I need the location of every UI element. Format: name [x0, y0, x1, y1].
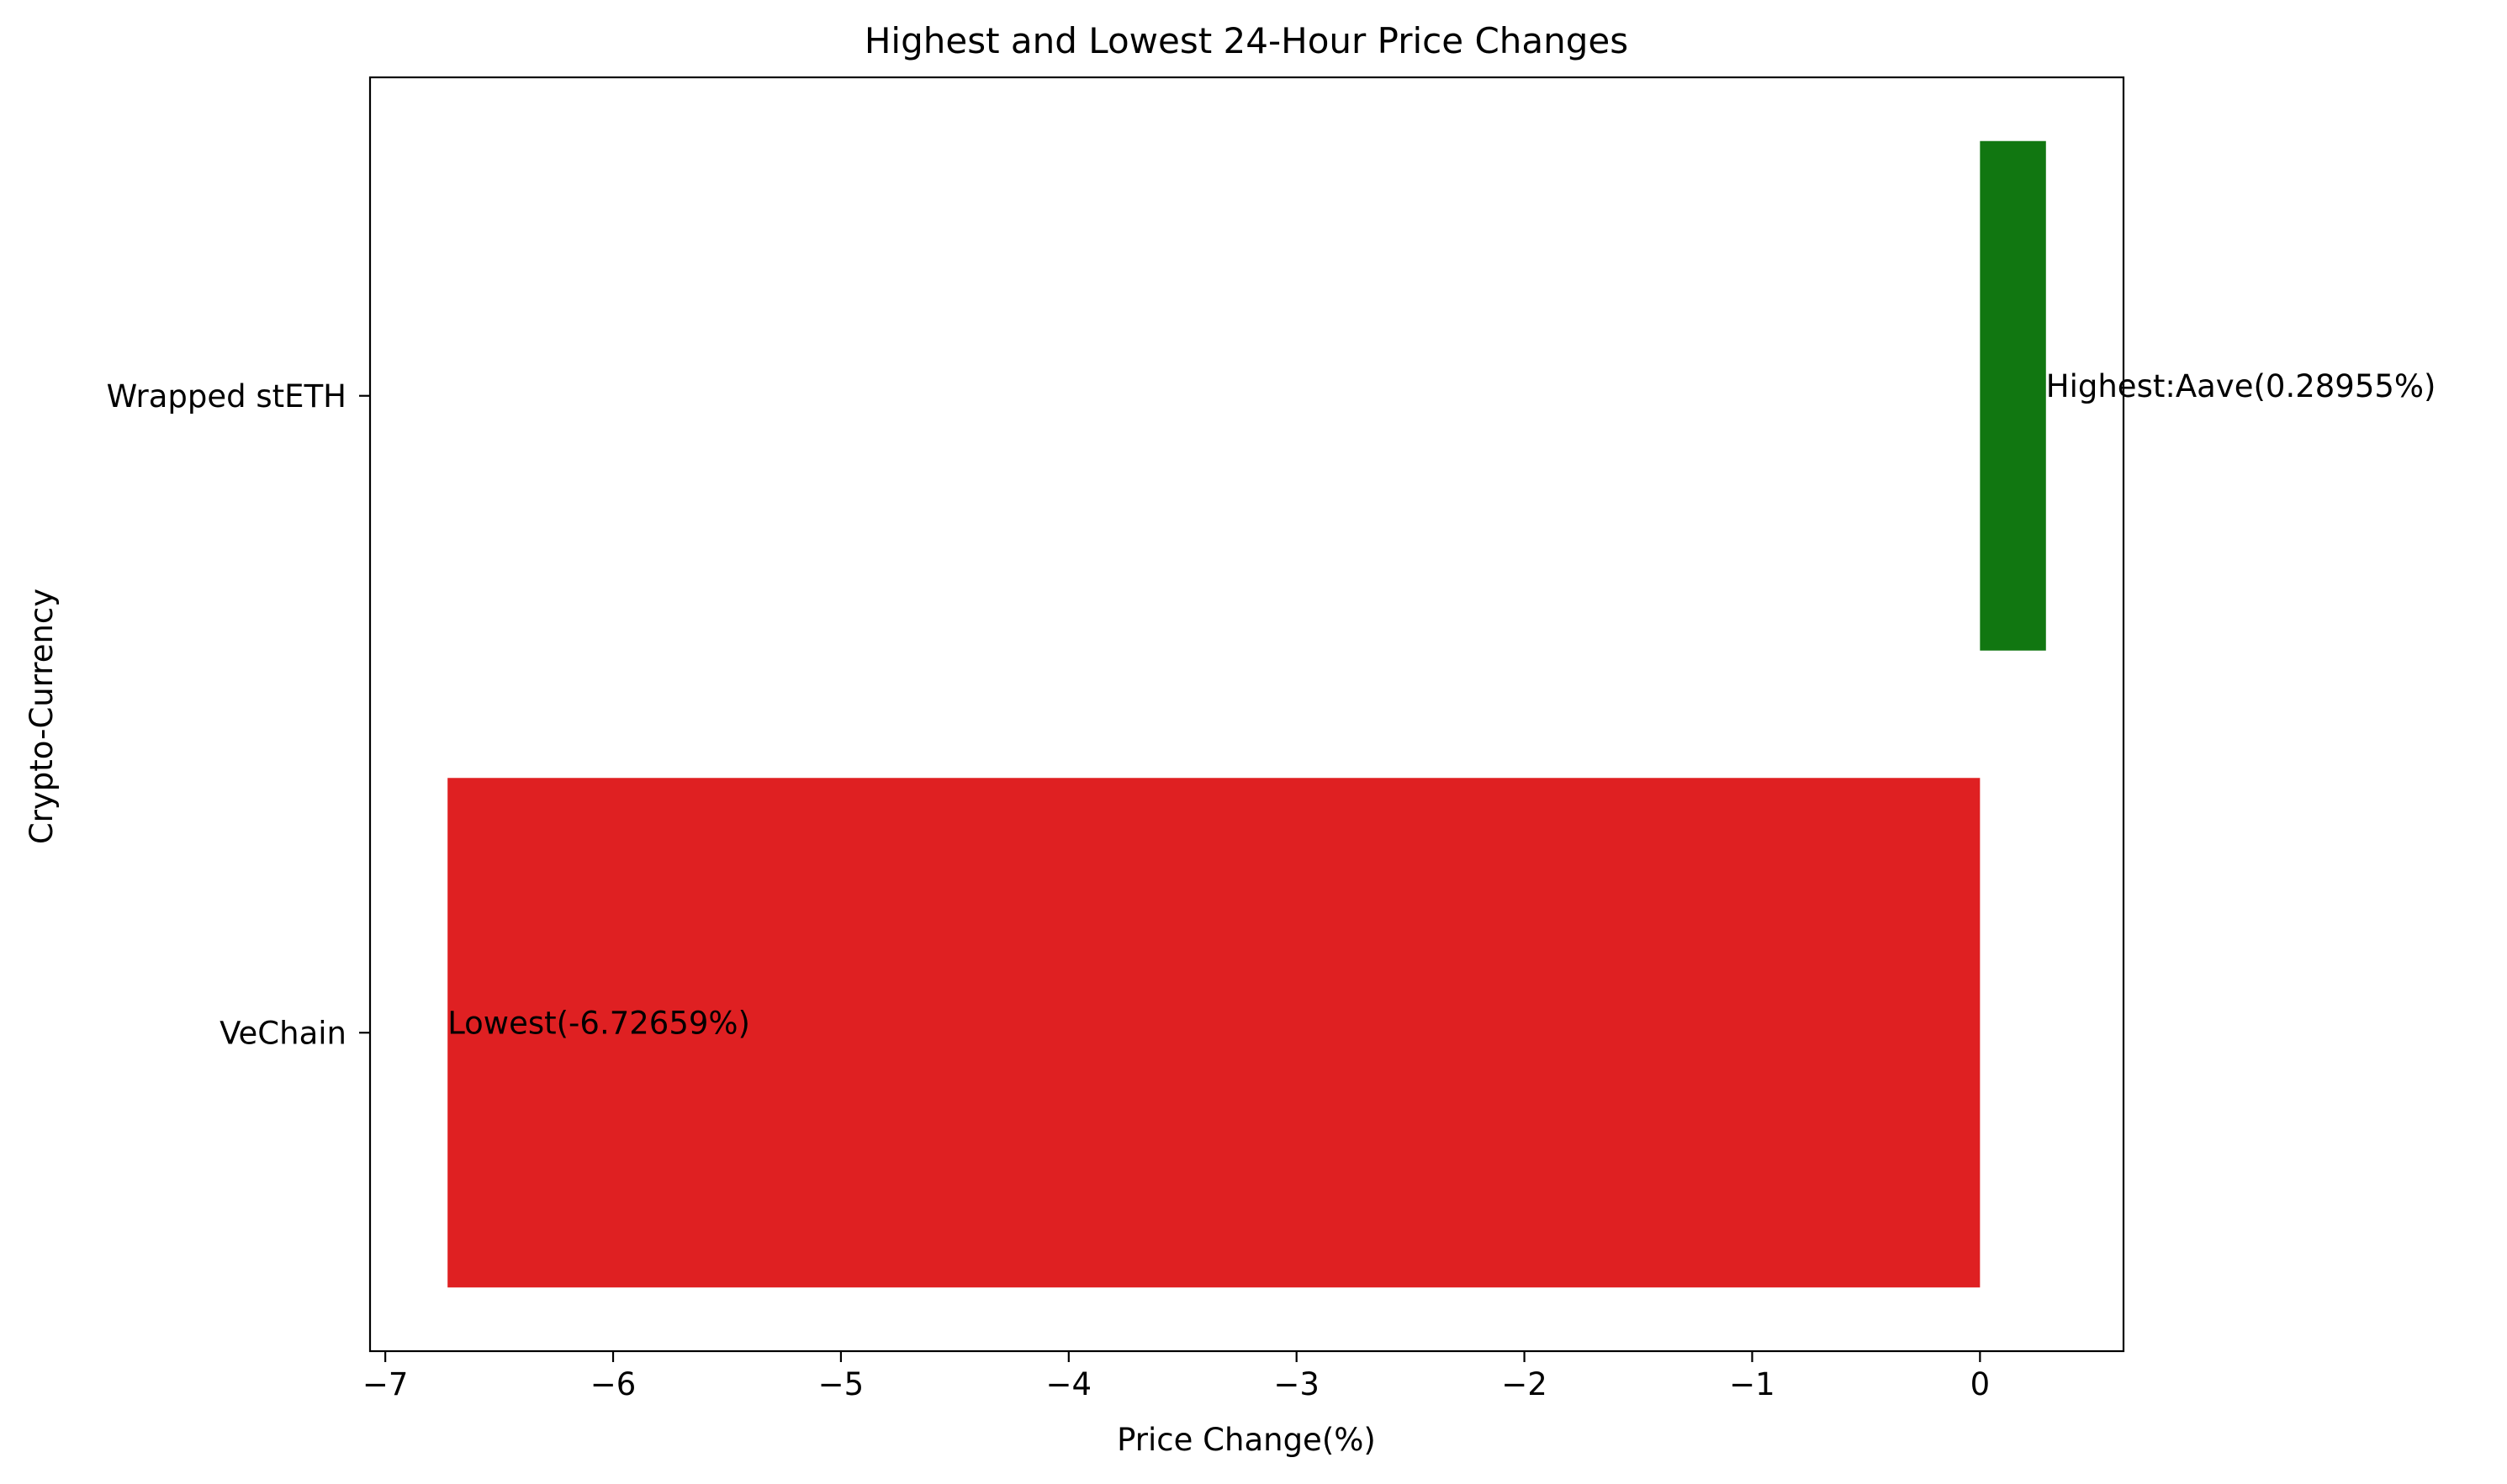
x-axis-ticks: −7 −6 −5 −4 −3 −2 −1 0: [362, 1351, 1990, 1402]
x-axis-label: Price Change(%): [1117, 1422, 1376, 1458]
plot-frame: [368, 76, 2125, 1353]
x-tick-label: −3: [1273, 1366, 1320, 1402]
x-tick-label: −5: [818, 1366, 865, 1402]
x-tick-label: −6: [590, 1366, 637, 1402]
x-tick-label: −1: [1729, 1366, 1775, 1402]
bar-annotation-0: Highest:Aave(0.28955%): [2046, 368, 2436, 404]
x-tick-label: −4: [1046, 1366, 1092, 1402]
chart-title: Highest and Lowest 24-Hour Price Changes: [865, 20, 1628, 61]
x-tick-label: 0: [1970, 1366, 1991, 1402]
annotations-group: Highest:Aave(0.28955%) Lowest(-6.72659%): [447, 368, 2436, 1042]
y-tick-label: VeChain: [219, 1015, 346, 1051]
bar-wrapped-steth: [1980, 140, 2046, 651]
bar-vechain: [447, 778, 1981, 1288]
bars-group: [447, 140, 2046, 1288]
x-tick-label: −7: [362, 1366, 409, 1402]
y-tick-label: Wrapped stETH: [107, 378, 346, 415]
x-tick-label: −2: [1501, 1366, 1547, 1402]
bar-annotation-1: Lowest(-6.72659%): [447, 1005, 750, 1041]
y-axis-label: Crypto-Currency: [24, 589, 60, 844]
y-axis-ticks: Wrapped stETH VeChain: [107, 378, 370, 1051]
